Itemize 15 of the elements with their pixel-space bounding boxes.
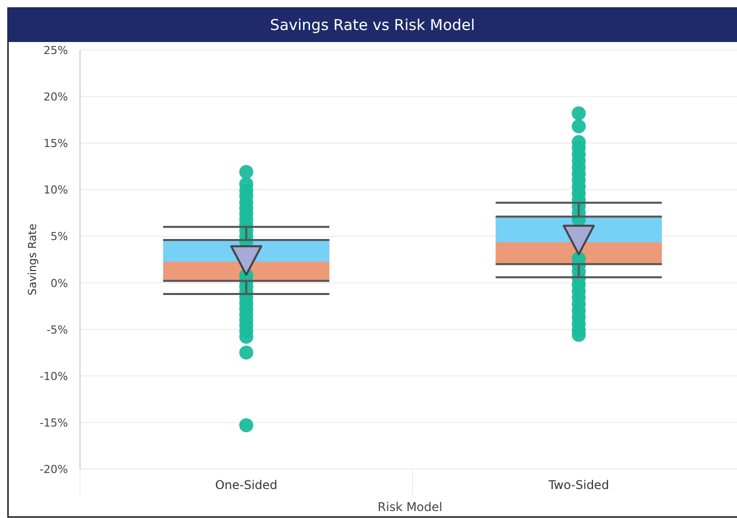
y-tick-label: 0% xyxy=(50,276,68,290)
y-tick-label: -15% xyxy=(40,416,68,430)
chart-title: Savings Rate vs Risk Model xyxy=(270,16,475,34)
y-tick-label: -20% xyxy=(40,463,68,476)
y-tick-label: -10% xyxy=(40,370,68,383)
x-tick-label: Two-Sided xyxy=(547,478,610,492)
y-tick-label: -5% xyxy=(46,323,68,336)
x-axis-title: Risk Model xyxy=(378,500,442,514)
y-tick-label: 10% xyxy=(44,184,68,197)
y-axis-title: Savings Rate xyxy=(26,223,39,296)
y-tick-label: 25% xyxy=(44,44,68,57)
x-tick-label: One-Sided xyxy=(215,478,278,492)
y-tick-label: 5% xyxy=(50,230,68,244)
y-tick-label: 15% xyxy=(44,137,68,150)
y-tick-label: 20% xyxy=(44,90,68,104)
